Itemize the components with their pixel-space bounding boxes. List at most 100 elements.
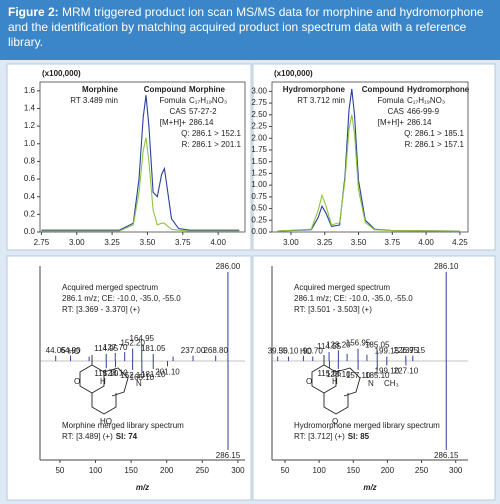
y-tick-label: 0.75 bbox=[251, 192, 267, 201]
info-label: Fomula bbox=[159, 96, 186, 105]
y-tick-label: 0.0 bbox=[24, 227, 36, 236]
y-tick-label: 0.00 bbox=[251, 227, 267, 236]
peak-label: 55.10 bbox=[278, 347, 299, 356]
panel bbox=[6, 255, 252, 501]
info-label: CAS bbox=[388, 107, 404, 116]
library-name: Hydromorphone merged library spectrum bbox=[294, 421, 440, 430]
y-tick-label: 1.50 bbox=[251, 157, 267, 166]
y-tick-label: 0.6 bbox=[24, 174, 36, 183]
structure-label: H bbox=[332, 377, 338, 386]
y-tick-label: 1.75 bbox=[251, 145, 267, 154]
caption: Figure 2: MRM triggered product ion scan… bbox=[0, 0, 500, 60]
peak-label: 115.10 bbox=[94, 369, 118, 378]
structure-label: O bbox=[306, 377, 312, 386]
peak-label: 165.10 bbox=[130, 373, 155, 382]
x-tick-label: 4.25 bbox=[452, 238, 468, 247]
y-tick-label: 1.2 bbox=[24, 121, 36, 130]
x-tick-label: 100 bbox=[312, 466, 326, 475]
y-tick-label: 1.4 bbox=[24, 104, 36, 113]
spectrum-name: Acquired merged spectrum bbox=[294, 283, 390, 292]
x-tick-label: 300 bbox=[231, 466, 245, 475]
x-tick-label: 200 bbox=[160, 466, 174, 475]
spectrum-note: 286.1 m/z; CE: -10.0, -35.0, -55.0 bbox=[62, 294, 181, 303]
y-tick-label: 1.00 bbox=[251, 180, 267, 189]
structure bbox=[79, 355, 129, 415]
y-tick-label: 2.75 bbox=[251, 98, 267, 107]
y-tick-label: 3.00 bbox=[251, 86, 267, 95]
x-tick-label: 3.25 bbox=[104, 238, 120, 247]
peak-label: 237.15 bbox=[401, 346, 426, 355]
y-tick-label: 1.6 bbox=[24, 86, 36, 95]
x-tick-label: 50 bbox=[55, 466, 64, 475]
spectrum-note: RT: [3.369 - 3.370] (+) bbox=[62, 305, 140, 314]
peak-label: 199.15 bbox=[375, 347, 400, 356]
peak-label: 152.10 bbox=[120, 371, 145, 380]
series-line bbox=[41, 95, 240, 231]
peak-label: 201.10 bbox=[155, 367, 180, 376]
series-line bbox=[277, 88, 460, 232]
series-line bbox=[41, 137, 240, 232]
x-tick-label: 250 bbox=[415, 466, 429, 475]
y-tick-label: 0.8 bbox=[24, 157, 36, 166]
legend-entry: Q: 286.1 > 152.1 bbox=[181, 129, 241, 138]
peak-label: 114.55 bbox=[317, 342, 341, 351]
legend-entry: R: 286.1 > 201.1 bbox=[182, 140, 242, 149]
peak-label: 237.00 bbox=[181, 346, 206, 355]
x-tick-label: 4.00 bbox=[418, 238, 434, 247]
peak-label: 181.10 bbox=[141, 370, 166, 379]
peak-label: 227.10 bbox=[394, 367, 419, 376]
y-multiplier: (x100,000) bbox=[42, 69, 81, 78]
x-tick-label: 3.25 bbox=[317, 238, 333, 247]
info-value: Morphine bbox=[189, 85, 226, 94]
structure-label: O bbox=[74, 377, 80, 386]
peak-label: 181.05 bbox=[141, 344, 166, 353]
peak-label: 286.10 bbox=[434, 262, 459, 271]
y-tick-label: 0.4 bbox=[24, 192, 36, 201]
structure-label: O bbox=[332, 417, 338, 426]
search-index: SI: 85 bbox=[348, 432, 370, 441]
series-line bbox=[277, 114, 460, 232]
y-tick-label: 2.25 bbox=[251, 122, 267, 131]
y-tick-label: 1.25 bbox=[251, 169, 267, 178]
retention-time: RT 3.489 min bbox=[70, 96, 118, 105]
x-tick-label: 3.50 bbox=[351, 238, 367, 247]
compound-title: Morphine bbox=[82, 85, 119, 94]
info-label: [M+H]+ bbox=[378, 118, 405, 127]
structure-label: N bbox=[136, 379, 142, 388]
peak-label: 128.10 bbox=[103, 368, 128, 377]
plot-area bbox=[271, 81, 469, 233]
y-tick-label: 1.0 bbox=[24, 139, 36, 148]
legend-entry: Q: 286.1 > 185.1 bbox=[404, 129, 464, 138]
info-value: 466-99-9 bbox=[407, 107, 440, 116]
x-tick-label: 2.75 bbox=[34, 238, 50, 247]
peak-label: 90.70 bbox=[303, 347, 324, 356]
peak-label: 157.10 bbox=[346, 371, 371, 380]
x-tick-label: 3.50 bbox=[140, 238, 156, 247]
x-axis-label: m/z bbox=[363, 483, 376, 492]
library-rt: RT: [3.489] (+) bbox=[62, 432, 113, 441]
y-tick-label: 2.50 bbox=[251, 110, 267, 119]
x-tick-label: 250 bbox=[196, 466, 210, 475]
peak-label: 268.80 bbox=[203, 346, 228, 355]
panel bbox=[252, 255, 496, 501]
spectrum-note: RT: [3.501 - 3.503] (+) bbox=[294, 305, 372, 314]
x-tick-label: 3.00 bbox=[283, 238, 299, 247]
info-label: Compound bbox=[362, 85, 404, 94]
y-tick-label: 0.2 bbox=[24, 209, 36, 218]
peak-label: 156.95 bbox=[346, 339, 371, 348]
x-tick-label: 200 bbox=[381, 466, 395, 475]
x-tick-label: 150 bbox=[347, 466, 361, 475]
x-tick-label: 100 bbox=[89, 466, 103, 475]
structure-label: HO bbox=[68, 347, 80, 356]
panel bbox=[252, 63, 496, 251]
y-tick-label: 2.00 bbox=[251, 133, 267, 142]
x-tick-label: 3.00 bbox=[69, 238, 85, 247]
peak-label: 114.95 bbox=[94, 344, 118, 353]
peak-label: 128.20 bbox=[326, 340, 351, 349]
x-axis-label: m/z bbox=[136, 483, 149, 492]
caption-text: MRM triggered product ion scan MS/MS dat… bbox=[8, 5, 484, 49]
peak-label: 127.70 bbox=[103, 343, 128, 352]
x-tick-label: 150 bbox=[124, 466, 138, 475]
library-name: Morphine merged library spectrum bbox=[62, 421, 184, 430]
